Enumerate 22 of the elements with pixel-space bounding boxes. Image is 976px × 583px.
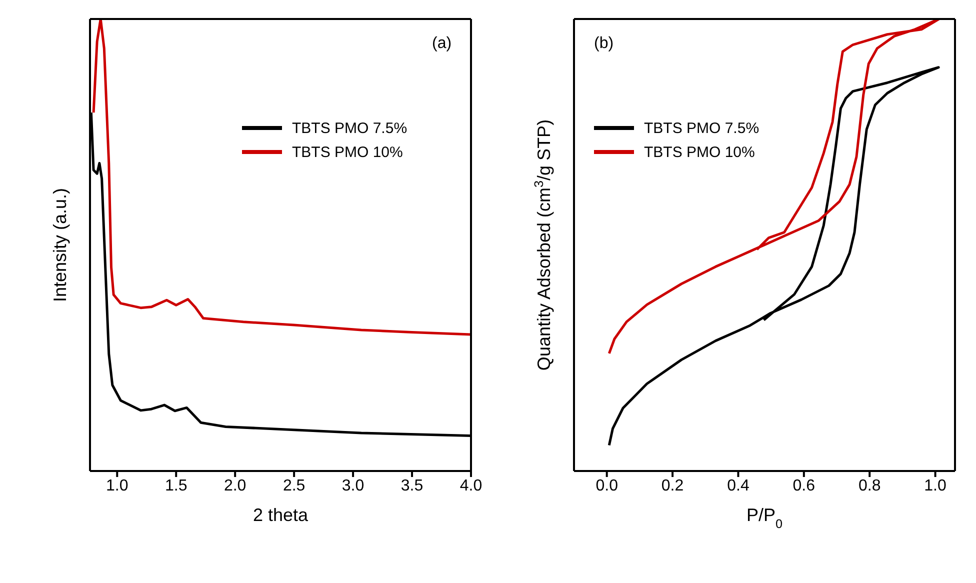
x-axis-title: 2 theta — [252, 505, 310, 525]
annotation: (a) — [432, 35, 452, 52]
legend-label: TBTS PMO 10% — [292, 144, 403, 160]
legend-label: TBTS PMO 10% — [644, 144, 755, 160]
x-tick-label: 0.4 — [727, 477, 750, 494]
x-tick-label: 3.0 — [342, 477, 364, 494]
x-tick-label: 1.5 — [164, 477, 188, 494]
x-axis-title: P/P$_{0}$ — [746, 505, 783, 531]
x-tick-label: 1.0 — [106, 477, 128, 494]
x-tick-label: 3.5 — [400, 477, 424, 494]
x-tick-label: 0.6 — [792, 477, 816, 494]
legend-label: TBTS PMO 7.5% — [644, 120, 760, 136]
annotation: (b) — [594, 35, 614, 52]
legend-label: TBTS PMO 7.5% — [292, 120, 408, 136]
x-tick-label: 1.0 — [924, 477, 947, 494]
x-tick-label: 4.0 — [460, 477, 482, 494]
x-tick-label: 0.8 — [858, 477, 881, 494]
x-tick-label: 0.0 — [596, 477, 618, 494]
x-tick-label: 2.5 — [282, 477, 306, 494]
x-tick-label: 2.0 — [224, 477, 246, 494]
y-axis-title: Intensity (a.u.) — [50, 188, 70, 302]
x-tick-label: 0.2 — [661, 477, 684, 494]
